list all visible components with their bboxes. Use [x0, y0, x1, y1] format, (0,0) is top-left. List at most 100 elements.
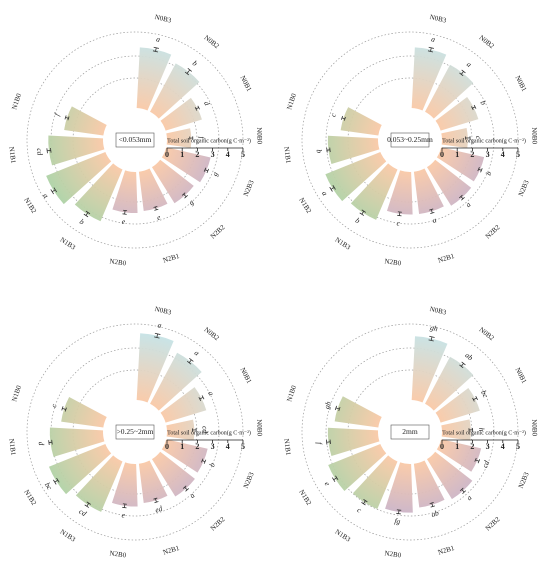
bar-n1b3 — [350, 163, 398, 220]
error-cap — [338, 406, 341, 412]
category-label: N0B2 — [478, 34, 496, 51]
significance-letter: e — [121, 217, 126, 226]
error-bar — [86, 502, 90, 507]
error-cap — [206, 168, 210, 174]
significance-letter: a — [41, 192, 51, 200]
error-bar — [341, 117, 345, 120]
error-cap — [61, 406, 64, 411]
significance-letter: c — [396, 218, 401, 227]
error-bar — [62, 408, 66, 410]
error-cap — [331, 477, 336, 483]
size-class-text: 2mm — [402, 427, 418, 436]
axis-tick-label: 2 — [195, 150, 199, 159]
error-cap — [326, 147, 328, 153]
grid-ring — [325, 347, 495, 517]
significance-letter: a — [157, 320, 163, 330]
bar-n2b1 — [413, 168, 444, 215]
value-axis: 0 1 2 3 4 5 Total soil organic carbon(g C·m⁻²) — [165, 137, 251, 158]
significance-letter: b — [478, 99, 488, 107]
significance-letter: a — [465, 493, 474, 502]
error-cap — [341, 115, 344, 120]
category-label: N2B3 — [242, 179, 256, 198]
error-cap — [201, 395, 205, 400]
bar-n0b1 — [160, 97, 202, 131]
bar-n1b2 — [328, 443, 387, 492]
significance-letter: e — [121, 510, 126, 519]
bar-n0b2 — [150, 352, 202, 411]
bar-n2b2 — [151, 451, 195, 497]
error-cap — [203, 167, 207, 172]
error-cap — [46, 148, 48, 154]
axis-tick-label: 3 — [211, 442, 215, 451]
bar-n0b0 — [441, 127, 468, 149]
error-bar — [461, 363, 464, 367]
category-label: N0B3 — [154, 13, 173, 25]
bar-n0b3 — [411, 336, 448, 403]
error-bar — [478, 168, 482, 171]
category-label: N0B3 — [154, 305, 173, 317]
error-bar — [430, 336, 433, 341]
error-cap — [83, 213, 89, 218]
error-cap — [459, 487, 464, 492]
significance-letter: a — [206, 390, 216, 398]
grid-ring — [347, 369, 473, 495]
bar-n1b1 — [327, 135, 380, 165]
grid-ring — [301, 323, 519, 541]
category-label: N0B2 — [203, 34, 221, 51]
category-label: N1B0 — [285, 92, 298, 111]
error-cap — [201, 458, 204, 463]
error-cap — [85, 210, 91, 215]
significance-letter: e — [323, 480, 333, 488]
error-cap — [64, 407, 67, 412]
error-bar — [330, 187, 335, 190]
size-class-box — [115, 132, 155, 148]
bar-n1b0 — [340, 107, 382, 136]
error-cap — [53, 479, 57, 485]
axis-tick-label: 5 — [241, 150, 245, 159]
size-class-label: 0.053~0.25mm — [387, 132, 433, 148]
significance-letter: a — [430, 34, 436, 44]
category-label: N2B3 — [517, 471, 531, 490]
significance-letter: a — [464, 200, 473, 209]
error-cap — [459, 72, 464, 77]
significance-letter: bc — [479, 389, 491, 400]
grid-ring — [26, 31, 244, 249]
axis-title: Total soil organic carbon(g C·m⁻²) — [167, 429, 251, 436]
size-class-box — [115, 424, 155, 440]
significance-letter: cd — [200, 426, 209, 434]
axis-title: Total soil organic carbon(g C·m⁻²) — [442, 429, 526, 436]
significance-letter: cd — [77, 507, 88, 519]
significance-letter: a — [193, 348, 202, 358]
size-class-label: <0.053mm — [115, 132, 155, 148]
significance-letter: bc — [43, 481, 55, 492]
significance-letter: a — [155, 34, 161, 44]
category-label: N0B2 — [203, 326, 221, 343]
category-label: N1B0 — [285, 384, 298, 403]
error-cap — [185, 488, 189, 492]
error-cap — [361, 502, 366, 506]
significance-letter: h — [477, 427, 486, 431]
error-bar — [184, 486, 188, 491]
bar-n0b0 — [441, 419, 471, 441]
size-class-text: 0.053~0.25mm — [387, 135, 433, 144]
error-cap — [194, 107, 198, 111]
significance-letter: c — [356, 505, 364, 515]
category-label: N1B3 — [58, 236, 77, 252]
grid-ring — [72, 369, 198, 495]
error-bar — [195, 107, 199, 110]
error-bar — [335, 407, 340, 410]
significance-letter: fg — [394, 516, 401, 526]
error-bar — [204, 169, 208, 172]
category-label: N1B1 — [7, 146, 17, 164]
error-cap — [480, 168, 483, 173]
error-cap — [67, 116, 70, 121]
significance-letter: a — [431, 215, 437, 225]
category-label: N0B0 — [530, 127, 539, 144]
error-cap — [122, 213, 127, 215]
error-cap — [51, 439, 53, 445]
significance-letter: cd — [480, 459, 491, 469]
error-cap — [53, 187, 58, 193]
